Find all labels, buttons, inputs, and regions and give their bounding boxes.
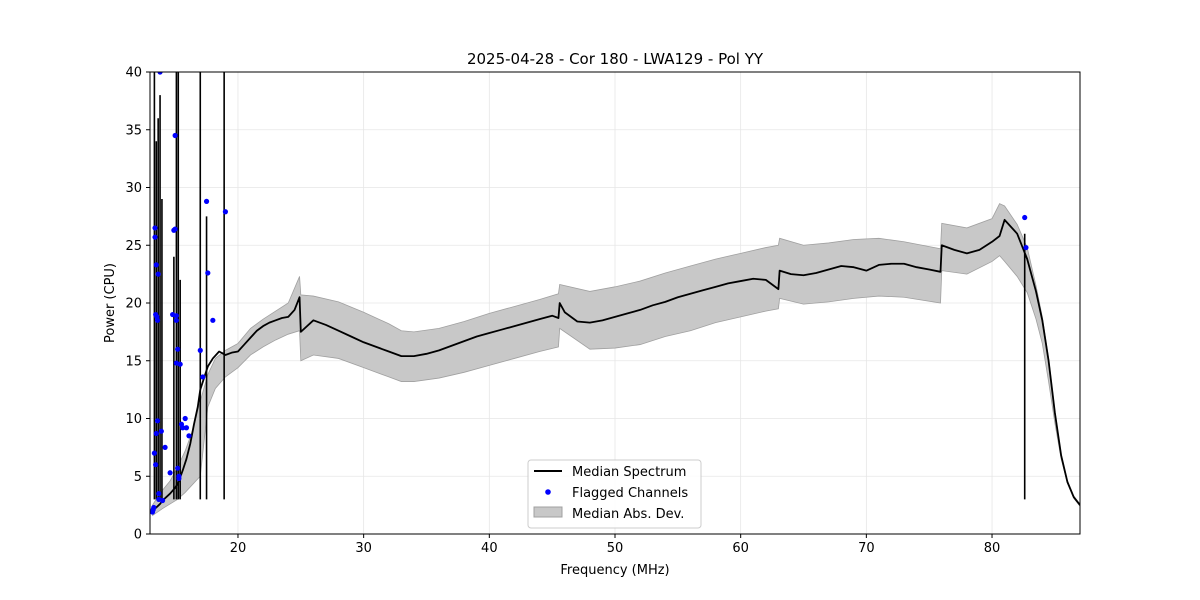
flagged-channel-point xyxy=(222,209,229,215)
flagged-channel-point xyxy=(153,430,159,437)
flagged-channel-point xyxy=(152,234,158,240)
legend-median-abs-dev: Median Abs. Dev. xyxy=(572,507,684,522)
legend-marker-swatch xyxy=(545,489,551,495)
flagged-channel-point xyxy=(172,226,178,232)
flagged-channel-point xyxy=(183,425,190,431)
legend-band-swatch xyxy=(533,506,563,518)
y-tick-label: 30 xyxy=(125,181,142,196)
x-tick-label: 30 xyxy=(355,541,372,556)
flagged-channel-point xyxy=(177,361,183,367)
y-tick-label: 0 xyxy=(134,528,142,543)
flagged-channel-point xyxy=(151,504,157,511)
flagged-channel-point xyxy=(153,462,159,468)
y-tick-label: 40 xyxy=(125,66,142,81)
y-tick-label: 35 xyxy=(125,123,142,138)
flagged-channel-point xyxy=(151,450,157,456)
y-tick-label: 15 xyxy=(125,354,142,369)
x-tick-label: 80 xyxy=(984,541,1001,556)
plot-data xyxy=(150,72,1080,517)
y-tick-label: 10 xyxy=(125,412,142,427)
flagged-channel-point xyxy=(175,465,181,471)
flagged-channel-point xyxy=(186,433,192,439)
legend-box xyxy=(527,459,702,529)
flagged-channel-point xyxy=(173,317,179,323)
flagged-channel-point xyxy=(210,317,216,323)
flagged-channel-point xyxy=(1022,214,1028,221)
x-tick-label: 60 xyxy=(732,541,749,556)
y-tick-label: 25 xyxy=(125,239,142,254)
legend-flagged-channels: Flagged Channels xyxy=(572,486,688,501)
x-tick-label: 70 xyxy=(858,541,875,556)
flagged-channel-point xyxy=(172,132,178,139)
flagged-channel-point xyxy=(152,225,158,231)
y-axis-label: Power (CPU) xyxy=(103,263,118,343)
flagged-channel-point xyxy=(167,470,173,476)
x-tick-label: 20 xyxy=(230,541,247,556)
flagged-channel-point xyxy=(154,317,161,323)
flagged-channel-point xyxy=(200,374,206,380)
legend-median-spectrum: Median Spectrum xyxy=(572,465,686,480)
flagged-channel-point xyxy=(156,490,162,497)
axis-ticks: 20 30 40 50 60 70 80 0 5 10 15 20 25 30 35 40 xyxy=(125,66,1000,557)
flagged-channel-point xyxy=(159,497,166,504)
flagged-channel-point xyxy=(157,72,163,75)
median-spectrum-line xyxy=(151,218,1080,512)
flagged-channel-point xyxy=(154,418,161,424)
y-tick-label: 5 xyxy=(134,470,142,485)
mad-band xyxy=(152,203,1080,517)
flagged-channel-point xyxy=(153,262,159,268)
x-tick-label: 50 xyxy=(607,541,624,556)
legend: Median Spectrum Flagged Channels Median … xyxy=(527,459,702,529)
flagged-channel-point xyxy=(162,444,168,450)
x-axis-label: Frequency (MHz) xyxy=(560,563,669,578)
flagged-channel-point xyxy=(173,313,179,319)
flagged-channel-point xyxy=(175,346,181,352)
flagged-channel-point xyxy=(180,425,186,431)
x-tick-label: 40 xyxy=(481,541,498,556)
flagged-channel-point xyxy=(203,198,210,204)
y-tick-label: 20 xyxy=(125,297,142,312)
flagged-channel-point xyxy=(155,271,161,277)
chart-title: 2025-04-28 - Cor 180 - LWA129 - Pol YY xyxy=(467,50,764,68)
flagged-channel-point xyxy=(1023,244,1029,251)
flagged-channel-point xyxy=(182,415,188,422)
flagged-channel-point xyxy=(197,347,203,353)
flagged-channel-point xyxy=(158,428,164,434)
flagged-channel-point xyxy=(176,473,182,479)
flagged-channel-point xyxy=(205,270,211,276)
